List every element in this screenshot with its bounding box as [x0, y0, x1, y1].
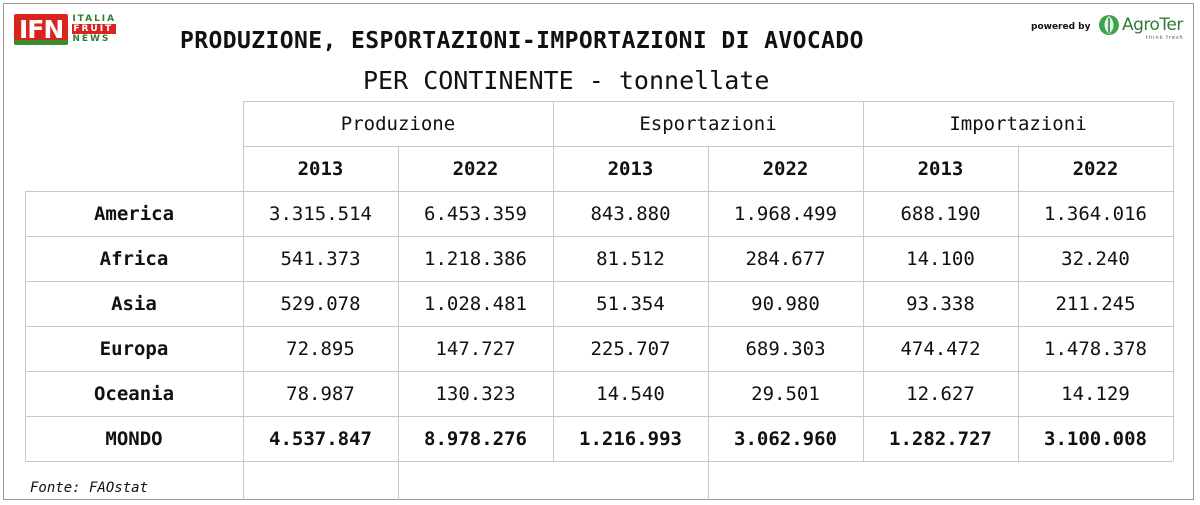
table-cell: 1.282.727	[889, 427, 992, 450]
page-subtitle: PER CONTINENTE - tonnellate	[363, 66, 770, 95]
ifn-logo-mark: IFN	[14, 14, 69, 45]
row-label: Oceania	[93, 382, 175, 405]
table-cell: 6.453.359	[424, 202, 527, 225]
table-cell: 284.677	[745, 247, 826, 270]
grid-line	[25, 371, 1173, 372]
table-cell: 90.980	[751, 292, 820, 315]
source-note: Fonte: FAOstat	[30, 480, 149, 496]
row-label: Asia	[111, 292, 157, 315]
table-cell: 1.216.993	[579, 427, 682, 450]
grid-line	[708, 461, 709, 500]
table-cell: 1.968.499	[734, 202, 837, 225]
year-header: 2013	[917, 157, 964, 180]
table-cell: 1.218.386	[424, 247, 527, 270]
table-cell: 51.354	[596, 292, 665, 315]
table-cell: 8.978.276	[424, 427, 527, 450]
row-label: Africa	[99, 247, 169, 270]
page-frame	[3, 3, 1194, 500]
grid-line	[398, 461, 399, 500]
table-cell: 14.100	[906, 247, 975, 270]
ifn-logo-words: ITALIA FRUIT NEWS	[72, 14, 117, 44]
row-label: Europa	[99, 337, 169, 360]
grid-line	[25, 461, 1173, 462]
table-cell: 529.078	[280, 292, 361, 315]
grid-line	[1018, 146, 1019, 461]
ifn-logo-line3: NEWS	[72, 34, 111, 44]
table-cell: 4.537.847	[269, 427, 372, 450]
page-title: PRODUZIONE, ESPORTAZIONI-IMPORTAZIONI DI…	[180, 28, 864, 54]
grid-line	[1173, 101, 1174, 461]
grid-line	[25, 191, 1173, 192]
year-header: 2013	[297, 157, 344, 180]
year-header: 2022	[762, 157, 809, 180]
table-cell: 130.323	[435, 382, 516, 405]
agroter-tagline: think fresh	[1146, 35, 1184, 41]
grid-line	[243, 101, 1173, 102]
table-cell: 14.129	[1061, 382, 1130, 405]
grid-line	[25, 236, 1173, 237]
table-cell: 32.240	[1061, 247, 1130, 270]
agroter-logo: AgroTer think fresh	[1098, 13, 1183, 41]
grid-line	[25, 416, 1173, 417]
table-cell: 1.028.481	[424, 292, 527, 315]
grid-line	[553, 101, 554, 461]
row-label: MONDO	[105, 427, 163, 450]
grid-line	[708, 146, 709, 461]
table-cell: 541.373	[280, 247, 361, 270]
table-cell: 1.364.016	[1044, 202, 1147, 225]
table-cell: 3.062.960	[734, 427, 837, 450]
year-header: 2022	[1072, 157, 1119, 180]
table-cell: 3.315.514	[269, 202, 372, 225]
table-cell: 3.100.008	[1044, 427, 1147, 450]
table-cell: 14.540	[596, 382, 665, 405]
grid-line	[25, 326, 1173, 327]
leaf-icon	[1099, 15, 1119, 35]
table-cell: 1.478.378	[1044, 337, 1147, 360]
table-cell: 211.245	[1055, 292, 1136, 315]
year-header: 2022	[452, 157, 499, 180]
year-header: 2013	[607, 157, 654, 180]
table-cell: 78.987	[286, 382, 355, 405]
group-header: Produzione	[340, 112, 456, 135]
table-cell: 688.190	[900, 202, 981, 225]
powered-by-label: powered by	[1031, 22, 1091, 32]
table-cell: 93.338	[906, 292, 975, 315]
ifn-logo-line2: FRUIT	[72, 24, 117, 34]
table-cell: 72.895	[286, 337, 355, 360]
table-cell: 225.707	[590, 337, 671, 360]
row-label: America	[93, 202, 175, 225]
table-cell: 81.512	[596, 247, 665, 270]
grid-line	[243, 461, 244, 500]
group-header: Esportazioni	[639, 112, 777, 135]
table-cell: 29.501	[751, 382, 820, 405]
grid-line	[25, 191, 26, 461]
group-header: Importazioni	[949, 112, 1087, 135]
table-cell: 474.472	[900, 337, 981, 360]
table-cell: 147.727	[435, 337, 516, 360]
table-cell: 689.303	[745, 337, 826, 360]
grid-line	[398, 146, 399, 461]
grid-line	[25, 281, 1173, 282]
ifn-logo: IFN ITALIA FRUIT NEWS	[14, 14, 117, 47]
agroter-name: AgroTer	[1122, 15, 1183, 35]
grid-line	[863, 101, 864, 461]
table-cell: 12.627	[906, 382, 975, 405]
grid-line	[243, 101, 244, 461]
ifn-logo-line1: ITALIA	[72, 14, 117, 24]
table-cell: 843.880	[590, 202, 671, 225]
